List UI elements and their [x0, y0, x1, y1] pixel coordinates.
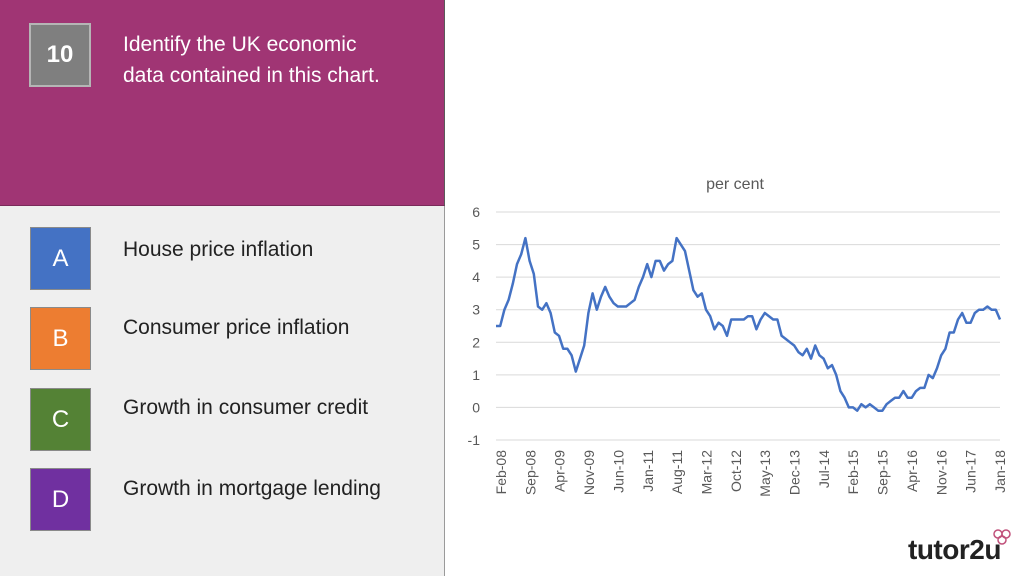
- series-line: [496, 236, 1002, 412]
- y-tick-label: 6: [472, 204, 480, 220]
- line-chart: per cent -1 0 1 2 3 4 5 6 Feb-08 Sep-08 Apr-09 Nov…: [468, 176, 1008, 497]
- x-tick-label: Jun-10: [610, 450, 626, 493]
- option-d-label[interactable]: Growth in mortgage lending: [123, 477, 381, 500]
- brand-logo: tutor2u: [908, 534, 1001, 565]
- x-tick-label: Dec-13: [787, 450, 803, 495]
- option-b-label[interactable]: Consumer price inflation: [123, 316, 350, 339]
- chart-title: per cent: [706, 176, 764, 193]
- x-tick-label: Nov-09: [581, 450, 597, 495]
- y-tick-label: -1: [468, 432, 481, 448]
- y-tick-label: 3: [472, 302, 480, 318]
- x-tick-label: Sep-08: [522, 450, 538, 495]
- option-b-letter[interactable]: B: [30, 307, 91, 370]
- y-tick-label: 4: [472, 269, 480, 285]
- x-tick-label: Sep-15: [875, 450, 891, 495]
- x-tick-label: Apr-09: [552, 450, 568, 492]
- question-text: Identify the UK economic data contained …: [123, 33, 380, 87]
- y-tick-label: 1: [472, 367, 480, 383]
- option-d-letter[interactable]: D: [30, 468, 91, 531]
- x-tick-label: Feb-15: [845, 450, 861, 495]
- question-panel: 10 Identify the UK economic data contain…: [0, 0, 445, 206]
- option-c-letter[interactable]: C: [30, 388, 91, 451]
- x-tick-label: Jan-11: [640, 450, 656, 492]
- y-tick-label: 5: [472, 237, 480, 253]
- option-a-letter[interactable]: A: [30, 227, 91, 290]
- x-tick-label: Jun-17: [963, 450, 979, 493]
- x-tick-label: Nov-16: [933, 450, 949, 495]
- x-tick-label: May-13: [757, 450, 773, 497]
- x-tick-label: Oct-12: [728, 450, 744, 492]
- x-tick-label: Feb-08: [493, 450, 509, 495]
- y-tick-label: 2: [472, 334, 480, 350]
- y-tick-label: 0: [472, 399, 480, 415]
- option-c-label[interactable]: Growth in consumer credit: [123, 396, 369, 419]
- x-tick-label: Aug-11: [669, 450, 685, 494]
- x-tick-label: Mar-12: [698, 450, 714, 495]
- option-a-label[interactable]: House price inflation: [123, 238, 314, 261]
- x-tick-label: Jan-18: [992, 450, 1008, 493]
- x-tick-label: Apr-16: [904, 450, 920, 492]
- question-number: 10: [29, 23, 91, 87]
- x-tick-label: Jul-14: [816, 450, 832, 488]
- flower-icon: [993, 529, 1011, 545]
